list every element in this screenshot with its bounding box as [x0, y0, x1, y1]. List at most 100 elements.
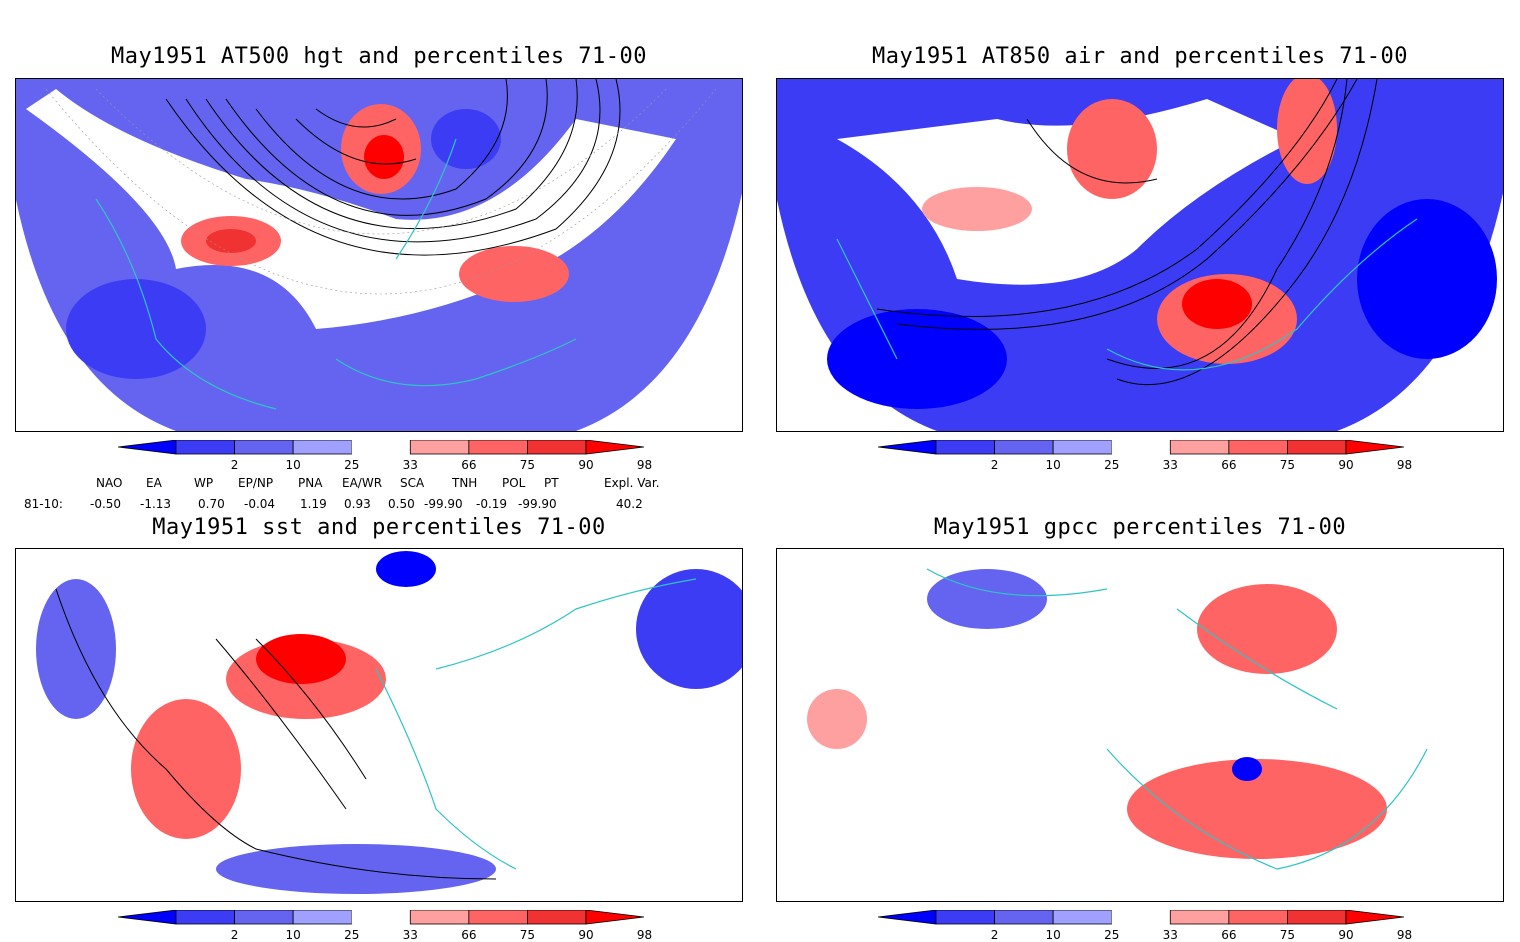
- colorbar-tick-label: 66: [1221, 458, 1237, 472]
- colorbar-segment: [468, 440, 528, 455]
- colorbar-extend-low: [878, 910, 937, 925]
- colorbar-segment: [994, 910, 1054, 925]
- colorbar-tick-label: 25: [1104, 928, 1120, 942]
- colorbar-segment: [994, 440, 1054, 455]
- colorbar-svg: [118, 440, 644, 455]
- colorbar-tick-label: 75: [1279, 928, 1296, 942]
- colorbar-tick-label: 98: [636, 928, 653, 942]
- warm-anomaly-arctic: [1277, 79, 1337, 184]
- warm-anomaly-sahara-core: [1182, 279, 1252, 329]
- colorbar-svg: [878, 910, 1404, 925]
- index-header: PT: [544, 476, 559, 490]
- colorbar-segment: [1228, 440, 1288, 455]
- colorbar-tick-label: 2: [230, 928, 239, 942]
- map-gpcc-svg: [777, 549, 1503, 901]
- colorbar-sst: 2 10 25 33 66 75 90 98: [118, 910, 652, 942]
- index-header: POL: [502, 476, 526, 490]
- colorbar-segment: [527, 910, 587, 925]
- colorbar-tick-label: 90: [578, 458, 594, 472]
- index-header: Expl. Var.: [604, 476, 660, 490]
- white-region: [837, 99, 1297, 285]
- index-value: -99.90: [424, 497, 463, 511]
- colorbar-svg: [878, 440, 1404, 455]
- colorbar-tick-label: 33: [402, 928, 418, 942]
- map-at500-hgt: [15, 78, 743, 432]
- cold-anomaly-south: [827, 309, 1007, 409]
- colorbar-segment: [468, 910, 528, 925]
- hgt-contours: [165, 79, 621, 256]
- warm-anomaly-atlantic: [459, 246, 569, 302]
- colorbar-tick-label: 33: [1162, 458, 1178, 472]
- index-header: PNA: [298, 476, 323, 490]
- warm-anomaly-greenland: [1067, 99, 1157, 199]
- map-at850-svg: [777, 79, 1503, 431]
- coastlines: [375, 578, 697, 870]
- dry-anomaly-west: [807, 689, 867, 749]
- colorbar-segment: [1228, 910, 1288, 925]
- colorbar-tick-label: 33: [1162, 928, 1178, 942]
- panel-title-at850: May1951 AT850 air and percentiles 71-00: [871, 44, 1409, 69]
- index-value: -0.19: [476, 497, 508, 511]
- index-value: -99.90: [518, 497, 557, 511]
- colorbar-segment: [1287, 440, 1347, 455]
- warm-anomaly-atlantic-core: [256, 634, 346, 684]
- colorbar-extend-high: [1345, 440, 1404, 455]
- colorbar-segment: [1052, 910, 1113, 925]
- colorbar-tick-label: 25: [344, 928, 360, 942]
- colorbar-segment: [292, 910, 353, 925]
- panel-title-sst: May1951 sst and percentiles 71-00: [152, 515, 606, 540]
- colorbar-tick-label: 75: [1279, 458, 1296, 472]
- colorbar-tick-label: 10: [1045, 928, 1061, 942]
- colorbar-segment: [1169, 910, 1230, 925]
- colorbar-tick-label: 66: [461, 928, 477, 942]
- map-at500-svg: [16, 79, 742, 431]
- map-gpcc: [776, 548, 1504, 902]
- cold-anomaly-east: [1357, 199, 1497, 359]
- warm-anomaly-greenland-core: [364, 135, 404, 179]
- index-value: 0.50: [388, 497, 415, 511]
- index-header: EA/WR: [342, 476, 383, 490]
- colorbar-extend-high: [585, 910, 644, 925]
- index-period: 81-10:: [24, 497, 63, 511]
- dry-anomaly-africa: [1127, 759, 1387, 859]
- colorbar-tick-label: 98: [636, 458, 653, 472]
- colorbar-extend-high: [1345, 910, 1404, 925]
- sst-contours: [55, 588, 497, 880]
- colorbar-tick-label: 10: [285, 928, 301, 942]
- index-header: EP/NP: [238, 476, 274, 490]
- colorbar-tick-label: 90: [1338, 928, 1354, 942]
- colorbar-tick-label: 10: [1045, 458, 1061, 472]
- colorbar-segment: [1052, 440, 1113, 455]
- colorbar-tick-label: 10: [285, 458, 301, 472]
- index-header: TNH: [452, 476, 478, 490]
- panel-title-gpcc: May1951 gpcc percentiles 71-00: [933, 515, 1347, 540]
- colorbar-extend-low: [878, 440, 937, 455]
- colorbar-segment: [935, 440, 995, 455]
- cold-anomaly-indian: [636, 569, 742, 689]
- colorbar-segment: [1111, 440, 1171, 454]
- colorbar-tick-label: 75: [519, 458, 536, 472]
- index-value: 0.93: [344, 497, 371, 511]
- coastlines: [926, 568, 1428, 870]
- colorbar-segment: [234, 440, 294, 455]
- colorbar-segment: [527, 440, 587, 455]
- coastlines: [836, 218, 1418, 371]
- index-value: 40.2: [616, 497, 643, 511]
- colorbar-segment: [292, 440, 353, 455]
- index-value: -0.04: [244, 497, 276, 511]
- colorbar-segment: [409, 440, 470, 455]
- index-header: EA: [146, 476, 162, 490]
- cold-anomaly-arctic: [431, 109, 501, 169]
- index-value: 0.70: [198, 497, 225, 511]
- graticule: [45, 88, 717, 295]
- index-value: -0.50: [90, 497, 122, 511]
- colorbar-segment: [409, 910, 470, 925]
- colorbar-at500: 2 10 25 33 66 75 90 98: [118, 440, 652, 474]
- colorbar-segment: [351, 910, 411, 924]
- colorbar-segment: [1287, 910, 1347, 925]
- map-sst: [15, 548, 743, 902]
- colorbar-extend-low: [118, 910, 177, 925]
- colorbar-segment: [175, 440, 235, 455]
- warm-anomaly-pacific: [131, 699, 241, 839]
- colorbar-tick-label: 90: [1338, 458, 1354, 472]
